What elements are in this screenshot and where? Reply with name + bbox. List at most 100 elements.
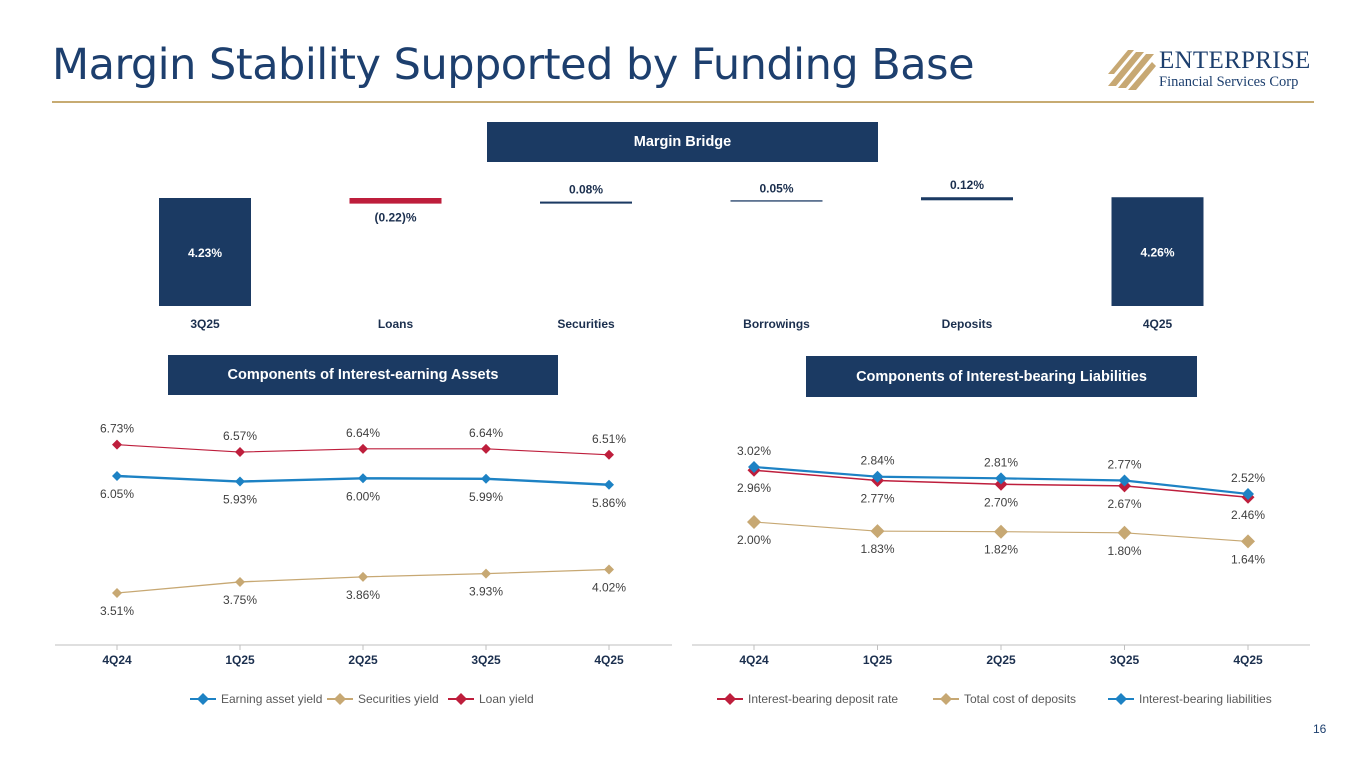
point-earning-asset-yield: [112, 471, 122, 481]
data-label-earning-asset-yield: 5.93%: [223, 493, 257, 507]
data-label-loans: (0.22)%: [374, 211, 416, 225]
data-label-loan-yield: 6.51%: [592, 432, 626, 446]
point-interest-bearing-deposit-rate: [1118, 479, 1131, 493]
x-tick-securities: Securities: [557, 317, 615, 331]
legend-marker-total-cost-of-deposits: [940, 693, 952, 705]
data-label-4q25: 4.26%: [1140, 246, 1174, 260]
data-label-earning-asset-yield: 6.00%: [346, 489, 380, 503]
legend-earning-asset-yield: Earning asset yield: [221, 692, 322, 706]
data-label-loan-yield: 6.73%: [100, 422, 134, 436]
bar-loans: [349, 198, 442, 204]
point-loan-yield: [604, 449, 614, 460]
legend-securities-yield: Securities yield: [358, 692, 439, 706]
point-securities-yield: [604, 564, 614, 575]
x-tick-4q25: 4Q25: [1143, 317, 1173, 331]
data-label-earning-asset-yield: 5.99%: [469, 490, 503, 504]
point-earning-asset-yield: [604, 479, 614, 490]
point-total-cost-of-deposits: [747, 515, 761, 529]
bar-borrowings: [730, 200, 823, 202]
data-label-interest-bearing-deposit-rate: 2.46%: [1231, 508, 1265, 522]
data-label-securities-yield: 4.02%: [592, 581, 626, 595]
x-tick-3q25: 3Q25: [190, 317, 220, 331]
point-interest-bearing-liabilities: [1242, 487, 1254, 500]
series-line-interest-bearing-liabilities: [753, 465, 1249, 496]
legend-loan-yield: Loan yield: [479, 692, 534, 706]
data-label-securities-yield: 3.93%: [469, 585, 503, 599]
point-securities-yield: [235, 576, 245, 587]
x-tick-3q25: 3Q25: [471, 653, 501, 667]
data-label-interest-bearing-liabilities: 2.81%: [984, 455, 1018, 469]
series-line-securities-yield: [116, 568, 610, 594]
x-tick-1q25: 1Q25: [225, 653, 255, 667]
bar-deposits: [921, 197, 1013, 201]
point-total-cost-of-deposits: [994, 524, 1008, 539]
data-label-interest-bearing-deposit-rate: 2.96%: [737, 481, 771, 495]
point-earning-asset-yield: [481, 473, 491, 484]
point-securities-yield: [358, 571, 368, 582]
point-total-cost-of-deposits: [1241, 534, 1255, 549]
point-loan-yield: [235, 447, 245, 458]
x-tick-3q25: 3Q25: [1110, 653, 1140, 667]
margin-bridge-header: Margin Bridge: [487, 122, 878, 162]
data-label-securities-yield: 3.51%: [100, 604, 134, 618]
legend-interest-bearing-deposit-rate: Interest-bearing deposit rate: [748, 692, 898, 706]
data-label-interest-bearing-deposit-rate: 2.70%: [984, 495, 1018, 509]
series-line-earning-asset-yield: [116, 474, 610, 486]
title-rule: [52, 101, 1314, 103]
logo-subtitle: Financial Services Corp: [1159, 74, 1299, 90]
data-label-securities-yield: 3.86%: [346, 588, 380, 602]
legend-marker-securities-yield: [334, 693, 346, 705]
x-tick-2q25: 2Q25: [348, 653, 378, 667]
point-loan-yield: [358, 443, 368, 454]
company-logo: ENTERPRISE Financial Services Corp: [1106, 46, 1316, 94]
enterprise-logo-icon: [1108, 50, 1156, 90]
data-label-deposits: 0.12%: [950, 178, 984, 192]
data-label-securities: 0.08%: [569, 183, 603, 197]
data-label-total-cost-of-deposits: 1.83%: [860, 542, 894, 556]
assets-chart-header: Components of Interest-earning Assets: [168, 355, 558, 395]
point-interest-bearing-deposit-rate: [994, 477, 1008, 491]
data-label-loan-yield: 6.64%: [346, 426, 380, 440]
point-interest-bearing-deposit-rate: [747, 463, 761, 477]
data-label-loan-yield: 6.57%: [223, 429, 257, 443]
point-loan-yield: [481, 443, 491, 454]
liabilities-chart-header: Components of Interest-bearing Liabiliti…: [806, 356, 1197, 397]
x-tick-4q24: 4Q24: [102, 653, 132, 667]
point-securities-yield: [481, 568, 491, 579]
x-tick-borrowings: Borrowings: [743, 317, 810, 331]
x-tick-4q25: 4Q25: [1233, 653, 1263, 667]
data-label-loan-yield: 6.64%: [469, 426, 503, 440]
logo-name: ENTERPRISE: [1159, 47, 1311, 74]
bar-3q25: [159, 198, 251, 306]
data-label-interest-bearing-liabilities: 2.77%: [1107, 457, 1141, 471]
x-tick-4q24: 4Q24: [739, 653, 769, 667]
point-interest-bearing-liabilities: [995, 472, 1007, 485]
series-line-interest-bearing-deposit-rate: [753, 469, 1249, 498]
point-interest-bearing-liabilities: [748, 461, 760, 473]
legend-marker-interest-bearing-liabilities: [1115, 693, 1127, 705]
point-loan-yield: [112, 439, 122, 450]
point-total-cost-of-deposits: [1117, 525, 1132, 540]
point-securities-yield: [112, 588, 122, 598]
data-label-interest-bearing-liabilities: 2.84%: [860, 454, 894, 468]
point-interest-bearing-liabilities: [1118, 474, 1131, 487]
legend-total-cost-of-deposits: Total cost of deposits: [964, 692, 1076, 706]
point-interest-bearing-deposit-rate: [1241, 490, 1255, 504]
legend-interest-bearing-liabilities: Interest-bearing liabilities: [1139, 692, 1272, 706]
x-tick-2q25: 2Q25: [986, 653, 1016, 667]
x-tick-1q25: 1Q25: [863, 653, 893, 667]
bar-4q25: [1111, 197, 1204, 306]
x-tick-deposits: Deposits: [942, 317, 993, 331]
data-label-total-cost-of-deposits: 1.64%: [1231, 552, 1265, 566]
page-number: 16: [1313, 722, 1327, 736]
slide-title: Margin Stability Supported by Funding Ba…: [52, 40, 975, 90]
legend-marker-earning-asset-yield: [197, 693, 209, 705]
series-line-total-cost-of-deposits: [753, 521, 1249, 542]
point-total-cost-of-deposits: [870, 524, 885, 539]
bar-securities: [540, 201, 632, 204]
point-interest-bearing-deposit-rate: [871, 473, 884, 487]
data-label-interest-bearing-deposit-rate: 2.67%: [1107, 497, 1141, 511]
data-label-interest-bearing-liabilities: 2.52%: [1231, 471, 1265, 485]
data-label-interest-bearing-deposit-rate: 2.77%: [860, 491, 894, 505]
series-line-loan-yield: [116, 444, 610, 456]
